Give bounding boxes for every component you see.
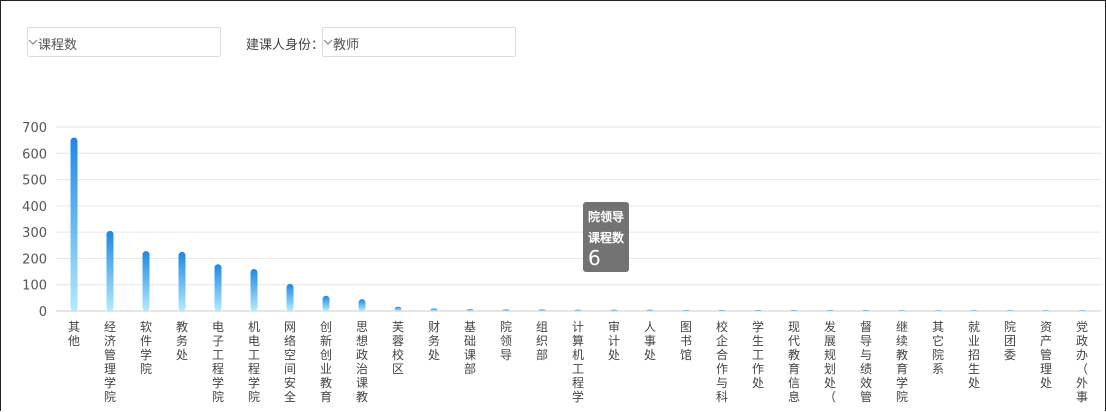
- bar[interactable]: [70, 137, 78, 311]
- y-tick-label: 700: [22, 121, 47, 136]
- bar[interactable]: [682, 309, 690, 311]
- x-tick-label: 基础课部: [464, 320, 476, 376]
- y-tick-label: 600: [22, 147, 47, 162]
- x-tick-label: 资产管理处: [1040, 320, 1052, 390]
- identity-filter-label: 建课人身份：: [246, 38, 325, 53]
- bar[interactable]: [862, 309, 870, 311]
- bar[interactable]: [502, 309, 510, 311]
- chevron-down-icon: [323, 39, 333, 45]
- x-tick-label: 图书馆: [680, 320, 692, 362]
- bar[interactable]: [826, 309, 834, 311]
- tooltip-value: 6: [588, 246, 601, 270]
- bar[interactable]: [430, 308, 438, 311]
- x-tick-label: 芙蓉校区: [392, 320, 404, 376]
- tooltip: 院领导 课程数 6: [583, 202, 629, 272]
- metric-select[interactable]: 课程数: [27, 27, 221, 57]
- metric-select-value: 课程数: [38, 38, 78, 53]
- y-tick-label: 200: [22, 252, 47, 267]
- x-tick-label: 组织部: [536, 320, 548, 362]
- x-tick-label: 电子工程学院: [212, 320, 224, 404]
- bar[interactable]: [178, 251, 186, 311]
- bar[interactable]: [970, 310, 978, 312]
- bar[interactable]: [286, 283, 294, 311]
- identity-select-value: 教师: [333, 38, 360, 53]
- y-tick-label: 300: [22, 226, 47, 241]
- x-tick-label: 经济管理学院: [104, 320, 116, 404]
- x-tick-label: 财务处: [428, 320, 440, 362]
- y-tick-label: 500: [22, 174, 47, 189]
- bar[interactable]: [142, 251, 150, 311]
- x-tick-label: 院团委: [1004, 320, 1016, 362]
- x-tick-label: 计算机工程学…: [572, 320, 584, 411]
- bar[interactable]: [394, 306, 402, 311]
- bar[interactable]: [538, 309, 546, 311]
- x-tick-label: 学生工作处: [752, 319, 764, 390]
- x-tick-label: 人事处: [644, 320, 656, 362]
- x-tick-label: 现代教育信息…: [788, 320, 800, 411]
- bar[interactable]: [574, 309, 582, 311]
- bar[interactable]: [358, 299, 366, 311]
- bar[interactable]: [934, 310, 942, 312]
- x-tick-label: 教务处: [176, 319, 188, 362]
- x-tick-label: 审计处: [608, 319, 620, 362]
- x-tick-label: 其它院系: [932, 320, 944, 376]
- bar[interactable]: [790, 309, 798, 311]
- x-tick-label: 思想政治课教…: [356, 320, 368, 411]
- x-tick-label: 继续教育学院: [896, 320, 908, 404]
- bar[interactable]: [1006, 310, 1014, 312]
- x-tick-label: 创新创业教育…: [320, 320, 332, 411]
- bar[interactable]: [898, 310, 906, 312]
- x-tick-label: 网络空间安全…: [284, 320, 296, 411]
- bar[interactable]: [322, 295, 330, 311]
- bar[interactable]: [1042, 310, 1050, 312]
- x-tick-label: 党政办（外事…: [1076, 319, 1088, 411]
- x-tick-label: 其他: [68, 320, 80, 348]
- y-tick-label: 400: [22, 200, 47, 215]
- bar[interactable]: [214, 264, 222, 311]
- x-tick-label: 机电工程学院: [248, 320, 260, 404]
- x-tick-label: 就业招生处: [968, 320, 980, 390]
- identity-select[interactable]: 教师: [322, 27, 516, 57]
- x-tick-label: 督导与绩效管…: [860, 319, 872, 411]
- bar[interactable]: [106, 230, 114, 311]
- x-tick-label: 发展规划处（…: [824, 319, 836, 411]
- x-tick-label: 软件学院: [140, 320, 152, 376]
- tooltip-category: 院领导: [588, 210, 625, 224]
- bar[interactable]: [754, 309, 762, 311]
- bar[interactable]: [718, 309, 726, 311]
- bar[interactable]: [610, 309, 618, 311]
- x-tick-label: 院领导: [500, 320, 512, 362]
- x-tick-label: 校企合作与科…: [716, 319, 728, 411]
- tooltip-metric: 课程数: [588, 231, 625, 245]
- chevron-down-icon: [28, 39, 38, 45]
- y-tick-label: 0: [39, 305, 47, 320]
- bar[interactable]: [466, 309, 474, 311]
- bar[interactable]: [1078, 310, 1086, 312]
- bar[interactable]: [646, 309, 654, 311]
- bar[interactable]: [250, 268, 258, 311]
- y-tick-label: 100: [22, 279, 47, 294]
